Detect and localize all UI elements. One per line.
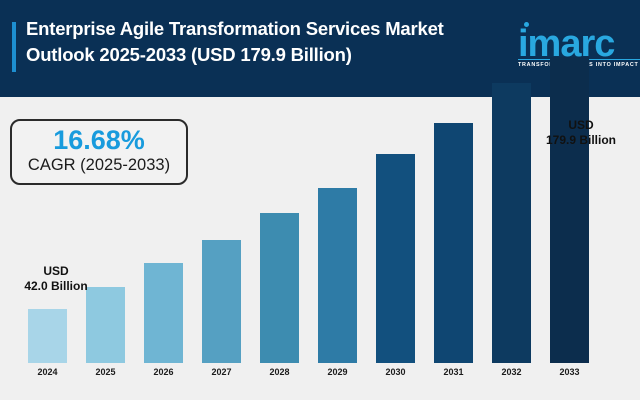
start-value-currency: USD	[43, 264, 69, 278]
bar-rect-2027	[202, 240, 241, 363]
bar-year-label-2032: 2032	[501, 367, 522, 377]
page-title-line-1: Enterprise Agile Transformation Services…	[26, 18, 444, 39]
bar-year-label-2025: 2025	[95, 367, 116, 377]
bar-rect-2030	[376, 154, 415, 363]
cagr-label: CAGR (2025-2033)	[27, 156, 171, 174]
bar-rect-2025	[86, 287, 125, 363]
end-value-currency: USD	[568, 118, 594, 132]
bar-2025: 2025	[86, 287, 125, 377]
bar-rect-2033	[550, 57, 589, 363]
bar-year-label-2031: 2031	[443, 367, 464, 377]
bar-2029: 2029	[318, 188, 357, 377]
bar-year-label-2029: 2029	[327, 367, 348, 377]
bar-2027: 2027	[202, 240, 241, 377]
bar-rect-2032	[492, 83, 531, 363]
bar-year-label-2030: 2030	[385, 367, 406, 377]
bar-2032: 2032	[492, 83, 531, 377]
bar-2028: 2028	[260, 213, 299, 377]
bar-2024: 2024	[28, 309, 67, 377]
bar-2026: 2026	[144, 263, 183, 377]
bar-2031: 2031	[434, 123, 473, 377]
bar-year-label-2027: 2027	[211, 367, 232, 377]
end-value-amount: 179.9 Billion	[545, 133, 617, 147]
bar-rect-2031	[434, 123, 473, 363]
start-value-label: USD 42.0 Billion	[6, 264, 106, 294]
start-value-amount: 42.0 Billion	[24, 279, 88, 293]
bar-year-label-2024: 2024	[37, 367, 58, 377]
title-accent-bar	[12, 22, 16, 72]
bar-rect-2026	[144, 263, 183, 363]
bar-rect-2029	[318, 188, 357, 363]
bar-rect-2024	[28, 309, 67, 363]
header-banner: Enterprise Agile Transformation Services…	[0, 0, 640, 97]
bar-2030: 2030	[376, 154, 415, 377]
bar-year-label-2033: 2033	[559, 367, 580, 377]
page-title: Enterprise Agile Transformation Services…	[26, 16, 526, 68]
end-value-label: USD 179.9 Billion	[531, 118, 631, 148]
bar-2033: 2033	[550, 57, 589, 377]
cagr-callout: 16.68% CAGR (2025-2033)	[10, 119, 188, 185]
page-title-line-2: Outlook 2025-2033 (USD 179.9 Billion)	[26, 44, 352, 65]
bar-rect-2028	[260, 213, 299, 363]
bar-year-label-2026: 2026	[153, 367, 174, 377]
cagr-value: 16.68%	[53, 125, 145, 155]
logo-dot-icon	[524, 22, 529, 27]
bar-year-label-2028: 2028	[269, 367, 290, 377]
